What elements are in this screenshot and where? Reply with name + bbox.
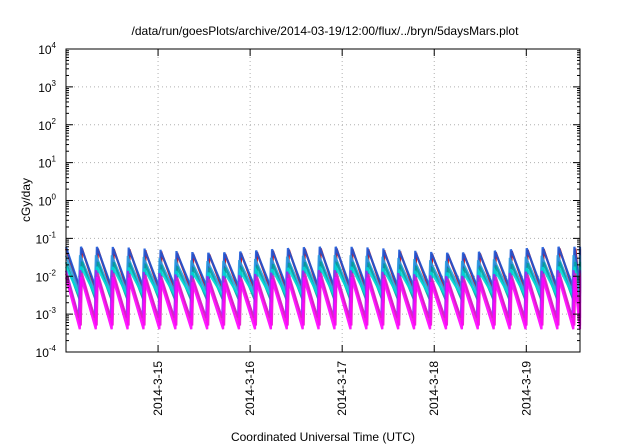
x-tick-label: 2014-3-16 bbox=[243, 361, 257, 416]
y-tick-label: 102 bbox=[38, 117, 56, 133]
x-tick-label: 2014-3-19 bbox=[519, 361, 533, 416]
series-line bbox=[64, 276, 582, 330]
y-tick-label: 101 bbox=[38, 155, 56, 171]
x-tick-label: 2014-3-18 bbox=[427, 361, 441, 416]
y-axis-label: cGy/day bbox=[19, 178, 33, 222]
y-tick-label: 10-2 bbox=[36, 268, 57, 284]
y-tick-label: 104 bbox=[38, 41, 56, 57]
y-tick-label: 10-1 bbox=[36, 230, 57, 246]
y-tick-label: 103 bbox=[38, 79, 56, 95]
y-tick-label: 100 bbox=[38, 193, 56, 209]
x-axis: 2014-3-15 2014-3-16 2014-3-17 2014-3-18 2014… bbox=[151, 49, 533, 416]
x-tick-label: 2014-3-15 bbox=[151, 361, 165, 416]
series-layer bbox=[64, 246, 582, 330]
x-tick-label: 2014-3-17 bbox=[335, 361, 349, 416]
y-tick-label: 10-3 bbox=[36, 306, 57, 322]
y-tick-label: 10-4 bbox=[36, 344, 57, 360]
x-axis-label: Coordinated Universal Time (UTC) bbox=[231, 430, 415, 444]
chart-title: /data/run/goesPlots/archive/2014-03-19/1… bbox=[132, 24, 520, 38]
